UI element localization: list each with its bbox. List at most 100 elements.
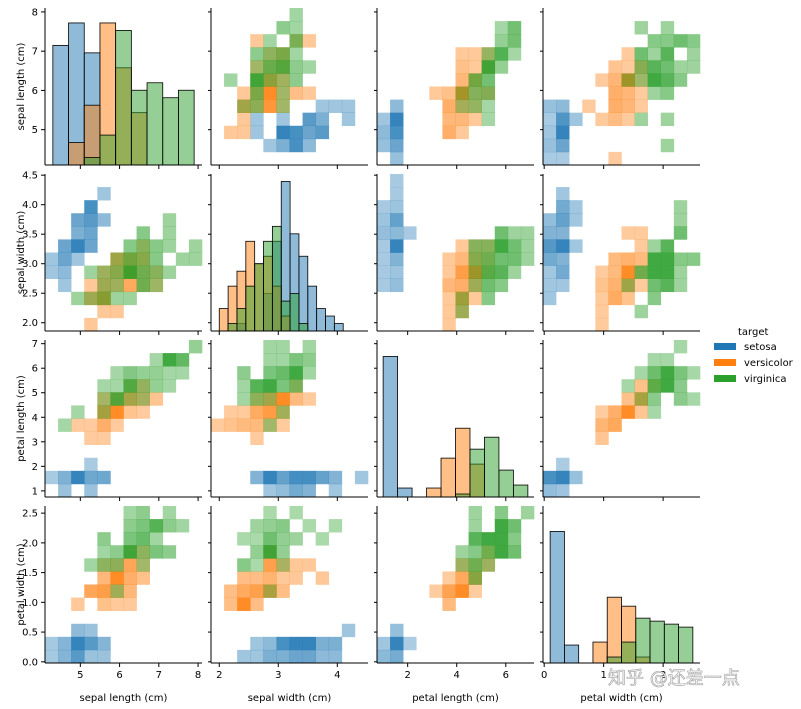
bin-cell-c0-0-3 (377, 278, 391, 293)
bin-cell-c2-6-9 (123, 532, 137, 546)
bin-cell-c2-5-10 (276, 21, 290, 35)
bin-cell-c2-3-8 (250, 545, 264, 559)
bin-cell-c0-7-1 (302, 138, 316, 153)
bin-cell-c2-8-7 (481, 558, 496, 572)
bin-cell-c1-6-3 (621, 112, 635, 127)
bin-cell-c1-1-4 (224, 597, 238, 611)
bin-cell-c2-7-5 (468, 252, 482, 266)
hist-bar-setosa-1 (397, 487, 413, 498)
hist-bar-virginica-9 (512, 484, 529, 498)
bin-cell-c1-7-7 (136, 558, 150, 572)
bin-cell-c2-3-8 (250, 47, 264, 61)
bin-cell-c2-5-6 (276, 405, 290, 419)
bin-cell-c0-1-5 (556, 252, 570, 266)
panel-3-3: 0 1 2 petal width (cm) (540, 506, 700, 704)
bin-cell-c0-1-3 (556, 112, 570, 127)
bin-cell-c2-4-9 (263, 34, 277, 48)
bin-cell-c2-10-4 (507, 265, 522, 279)
bin-cell-c2-9-8 (162, 379, 177, 393)
bin-cell-c0-2-1 (71, 470, 85, 485)
bin-cell-c2-10-11 (673, 340, 688, 354)
bin-cell-c1-7-6 (634, 73, 648, 87)
bin-cell-c2-5-9 (276, 532, 290, 546)
bin-cell-c0-2-3 (569, 112, 583, 127)
bin-cell-c2-8-7 (647, 392, 662, 406)
bin-cell-c0-0-3 (543, 278, 557, 293)
bin-cell-c1-7-5 (302, 86, 316, 100)
bin-cell-c1-5-2 (442, 291, 456, 306)
legend-label-setosa: setosa (744, 342, 777, 353)
bin-cell-c2-7-10 (634, 21, 648, 35)
bin-cell-c2-7-6 (468, 571, 482, 585)
bin-cell-c0-0-0 (543, 151, 557, 166)
bin-cell-c2-10-8 (507, 47, 522, 61)
bin-cell-c2-5-4 (276, 99, 290, 113)
bin-cell-c1-5-5 (276, 584, 290, 598)
bin-cell-c0-5-1 (276, 470, 290, 485)
bin-cell-c0-2-6 (71, 239, 85, 253)
bin-cell-c2-6-10 (123, 519, 137, 533)
bin-cell-c2-9-10 (494, 21, 509, 35)
hist-bar-virginica-6 (635, 617, 651, 664)
bin-cell-c2-7-7 (468, 558, 482, 572)
bin-cell-c0-11-1 (354, 470, 369, 485)
hist-bar-virginica-7 (484, 436, 500, 498)
bin-cell-c1-4-1 (595, 304, 609, 319)
bin-cell-c2-3-5 (250, 86, 264, 100)
bin-cell-c2-8-9 (315, 532, 330, 546)
hist-bar-virginica-6 (146, 82, 164, 166)
bin-cell-c1-7-6 (634, 239, 648, 253)
bin-cell-c2-9-8 (494, 545, 509, 559)
bin-cell-c1-5-0 (608, 151, 622, 166)
bin-cell-c1-5-5 (110, 584, 124, 598)
bin-cell-c1-5-5 (276, 418, 290, 432)
bin-cell-c1-5-5 (110, 418, 124, 432)
bin-cell-c2-8-5 (647, 252, 662, 266)
x-axis-label: petal width (cm) (580, 693, 662, 704)
y-tick-label: 2.0 (22, 318, 38, 329)
bin-cell-c1-7-5 (468, 584, 482, 598)
bin-cell-c0-1-9 (556, 200, 570, 214)
bin-cell-c2-9-6 (162, 239, 177, 253)
bin-cell-c2-8-8 (647, 379, 662, 393)
bin-cell-c2-11-7 (520, 226, 535, 240)
bin-cell-c1-7-7 (634, 226, 648, 240)
bin-cell-c1-6-6 (123, 571, 137, 585)
bin-cell-c2-4-11 (263, 506, 277, 520)
bin-cell-c1-6-7 (621, 226, 635, 240)
hist-bar-versicolor-0 (218, 308, 229, 332)
panel-2-0: 1 2 3 4 5 6 7 petal length (cm) (16, 339, 203, 501)
bin-cell-c2-4-9 (263, 532, 277, 546)
bin-cell-c2-5-6 (276, 73, 290, 87)
bin-cell-c2-2-9 (237, 366, 251, 380)
bin-cell-c0-1-7 (556, 226, 570, 240)
bin-cell-c0-6-1 (289, 636, 303, 651)
bin-cell-c0-0-0 (45, 649, 59, 664)
legend-label-virginica: virginica (744, 374, 787, 385)
bin-cell-c0-2-2 (71, 623, 85, 638)
bin-cell-c2-8-9 (647, 34, 662, 48)
legend-label-versicolor: versicolor (744, 358, 794, 369)
bin-cell-c2-7-7 (634, 392, 648, 406)
bin-cell-c1-3-4 (250, 597, 264, 611)
bin-cell-c2-3-10 (250, 519, 264, 533)
bin-cell-c2-8-10 (149, 519, 164, 533)
bin-cell-c0-3-0 (84, 483, 98, 498)
bin-cell-c2-6-8 (123, 379, 137, 393)
bin-cell-c0-2-1 (71, 636, 85, 651)
bin-cell-c1-5-6 (276, 405, 290, 419)
bin-cell-c1-3-6 (250, 571, 264, 585)
bin-cell-c1-6-2 (621, 291, 635, 306)
bin-cell-c0-0-5 (377, 252, 391, 266)
bin-cell-c0-0-1 (377, 138, 391, 153)
bin-cell-c0-1-5 (390, 252, 404, 266)
bin-cell-c2-4-4 (97, 265, 111, 279)
y-tick-label: 8 (32, 7, 38, 18)
bin-cell-c1-6-4 (621, 265, 635, 279)
bin-cell-c2-7-9 (634, 366, 648, 380)
bin-cell-c2-6-10 (289, 21, 303, 35)
bin-cell-c2-6-5 (123, 252, 137, 266)
bin-cell-c2-10-8 (673, 213, 688, 227)
bin-cell-c0-4-1 (263, 470, 277, 485)
bin-cell-c0-1-4 (556, 265, 570, 279)
